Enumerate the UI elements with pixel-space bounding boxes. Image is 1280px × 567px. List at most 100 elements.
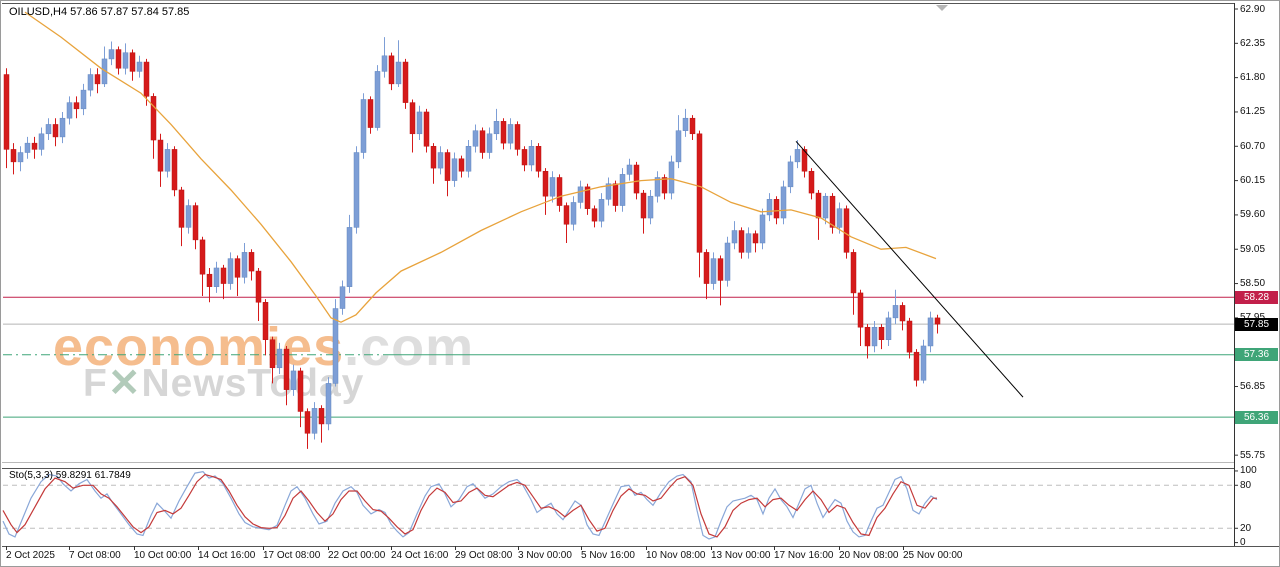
candle-body [3, 74, 10, 150]
candle-body [17, 152, 24, 163]
watermark-x-icon: ✕ [107, 362, 142, 405]
candle-body [206, 273, 213, 287]
candle-body [59, 117, 66, 138]
candle-body [920, 345, 927, 381]
candle-body [878, 326, 885, 340]
indicator-tick-label: 80 [1240, 479, 1252, 491]
candle-body [290, 370, 297, 390]
date-label: 13 Nov 00:00 [711, 550, 771, 561]
price-tick-label: 58.50 [1240, 278, 1266, 290]
candle-body [759, 214, 766, 244]
price-badge-58.28: 58.28 [1235, 290, 1278, 304]
price-tick-label: 56.85 [1240, 381, 1266, 393]
candle-body [66, 102, 73, 119]
candle-body [479, 130, 486, 153]
candle-body [689, 117, 696, 135]
trendline[interactable] [795, 140, 1024, 398]
candle-body [451, 158, 458, 181]
candle-body [696, 133, 703, 253]
candle-body [332, 308, 339, 384]
candle-body [738, 230, 745, 253]
candle-body [885, 317, 892, 340]
candle-body [892, 305, 899, 319]
candle-body [556, 177, 563, 206]
candle-body [444, 152, 451, 181]
candle-body [528, 146, 535, 166]
price-tick-label: 60.70 [1240, 140, 1266, 152]
candle-body [871, 326, 878, 347]
candle-body [164, 149, 171, 172]
candle-body [87, 74, 94, 91]
moving-average-line[interactable] [24, 11, 937, 323]
candle-body [591, 208, 598, 222]
candle-body [241, 252, 248, 278]
candle-body [584, 186, 591, 209]
indicator-tick-label: 20 [1240, 522, 1252, 534]
candle-body [787, 161, 794, 188]
candle-body [801, 149, 808, 172]
candle-body [283, 348, 290, 390]
candle-body [276, 348, 283, 369]
candle-body [150, 96, 157, 141]
candle-body [717, 258, 724, 281]
date-label: 5 Nov 16:00 [581, 550, 635, 561]
candle-body [647, 195, 654, 219]
candle-body [829, 195, 836, 228]
candle-body [808, 170, 815, 194]
candle-body [633, 164, 640, 194]
candle-body [227, 258, 234, 284]
date-label: 24 Oct 16:00 [391, 550, 449, 561]
candle-body [108, 49, 115, 60]
candle-body [388, 55, 395, 85]
watermark-economies-text: economies [53, 317, 345, 377]
candle-body [780, 186, 787, 219]
candle-body [122, 52, 129, 69]
candle-body [346, 227, 353, 287]
price-tick-label: 59.05 [1240, 243, 1266, 255]
candle-body [220, 267, 227, 284]
price-tick-label: 62.90 [1240, 3, 1266, 15]
candle-body [157, 139, 164, 172]
candle-body [794, 149, 801, 163]
candle-body [234, 258, 241, 278]
candle-body [486, 133, 493, 153]
price-tick-label: 60.15 [1240, 175, 1266, 187]
position-marker-icon [936, 5, 948, 11]
watermark-f: F [83, 362, 108, 405]
candle-body [598, 199, 605, 222]
date-label: 7 Oct 08:00 [69, 550, 121, 561]
candle-body [80, 89, 87, 110]
date-label: 3 Nov 00:00 [518, 550, 572, 561]
candle-body [31, 142, 38, 150]
candle-body [10, 149, 17, 163]
candle-body [514, 124, 521, 150]
candle-body [416, 111, 423, 135]
candle-body [311, 408, 318, 434]
candle-body [542, 170, 549, 197]
candle-body [213, 267, 220, 287]
date-label: 10 Nov 08:00 [646, 550, 706, 561]
candle-body [367, 99, 374, 128]
candle-body [563, 205, 570, 225]
candle-body [626, 164, 633, 175]
date-label: 25 Nov 00:00 [903, 550, 963, 561]
candle-body [731, 230, 738, 244]
candle-body [248, 252, 255, 272]
candle-body [395, 61, 402, 85]
candle-body [549, 177, 556, 197]
candle-body [822, 195, 829, 219]
stochastic-label: Sto(5,3,3) 59.8291 61.7849 [9, 470, 131, 481]
price-badge-57.85: 57.85 [1235, 317, 1278, 331]
price-tick-label: 59.60 [1240, 209, 1266, 221]
indicator-tick-label: 0 [1240, 537, 1246, 549]
candle-body [500, 121, 507, 144]
date-label: 14 Oct 16:00 [198, 550, 256, 561]
candle-body [430, 146, 437, 169]
candle-body [864, 326, 871, 347]
candle-body [353, 152, 360, 228]
candles-group [3, 37, 941, 449]
candle-body [199, 239, 206, 275]
candle-body [640, 192, 647, 219]
